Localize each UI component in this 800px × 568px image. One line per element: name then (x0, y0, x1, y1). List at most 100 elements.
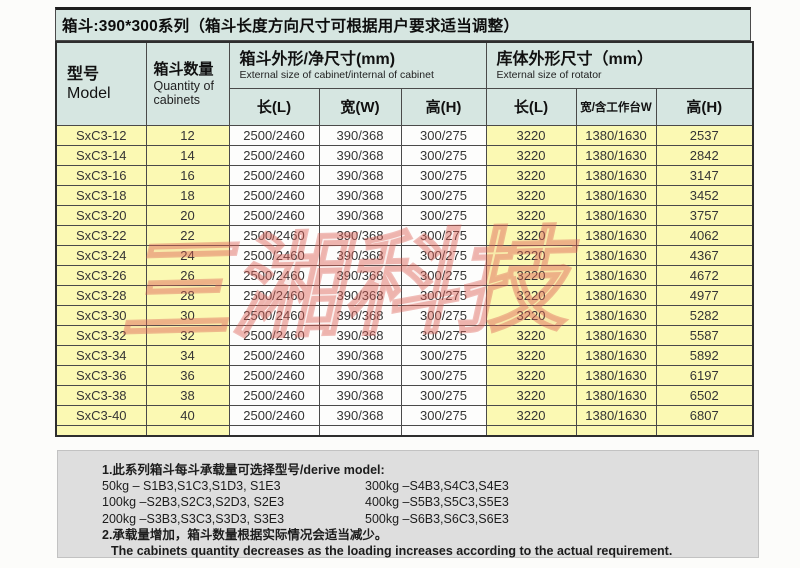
cell: 2537 (655, 124, 754, 146)
cell: 390/368 (318, 344, 402, 366)
cell: 3220 (485, 264, 577, 286)
cell: 6807 (655, 404, 754, 426)
cell: SxC3-28 (55, 284, 147, 306)
table-row: SxC3-20 20 2500/2460 390/368 300/275 3220 1380… (55, 204, 754, 226)
cell: 390/368 (318, 204, 402, 226)
cell: 300/275 (400, 224, 487, 246)
cell: 3220 (485, 304, 577, 326)
load-model-list-left: 50kg – S1B3,S1C3,S1D3, S1E3 100kg –S2B3,… (102, 478, 365, 527)
header-model: 型号 Model (55, 41, 147, 126)
filler-cell (318, 424, 402, 437)
cell: SxC3-32 (55, 324, 147, 346)
cell: 12 (145, 124, 230, 146)
cell: 2500/2460 (228, 184, 320, 206)
cell: 390/368 (318, 184, 402, 206)
cell: 1380/1630 (575, 184, 657, 206)
header-cabinet-width: 宽(W) (318, 87, 402, 126)
cell: SxC3-38 (55, 384, 147, 406)
header-quantity: 箱斗数量 Quantity of cabinets (145, 41, 230, 126)
cell: 300/275 (400, 164, 487, 186)
cell: 2500/2460 (228, 124, 320, 146)
cell: 18 (145, 184, 230, 206)
header-rotator-width: 宽/含工作台W (575, 87, 657, 126)
cell: 4367 (655, 244, 754, 266)
cell: SxC3-22 (55, 224, 147, 246)
header-cabinet-group: 箱斗外形/净尺寸(mm) External size of cabinet/in… (228, 41, 487, 89)
cell: 2500/2460 (228, 204, 320, 226)
cell: 3147 (655, 164, 754, 186)
cell: 1380/1630 (575, 124, 657, 146)
load-model-line: 50kg – S1B3,S1C3,S1D3, S1E3 (102, 479, 281, 494)
header-cabinet-zh: 箱斗外形/净尺寸(mm) (239, 50, 396, 68)
cell: 300/275 (400, 364, 487, 386)
header-rotator-zh: 库体外形尺寸（mm） (496, 50, 653, 68)
cell: 390/368 (318, 224, 402, 246)
cell: 300/275 (400, 404, 487, 426)
table-row: SxC3-34 34 2500/2460 390/368 300/275 3220 1380… (55, 344, 754, 366)
cell: SxC3-40 (55, 404, 147, 426)
filler-cell (145, 424, 230, 437)
cell: 390/368 (318, 364, 402, 386)
cell: 3220 (485, 144, 577, 166)
header-cabinet-height: 高(H) (400, 87, 487, 126)
cell: SxC3-12 (55, 124, 147, 146)
cell: 3220 (485, 324, 577, 346)
table-row: SxC3-16 16 2500/2460 390/368 300/275 3220 1380… (55, 164, 754, 186)
cell: 2500/2460 (228, 244, 320, 266)
cell: SxC3-26 (55, 264, 147, 286)
cell: 1380/1630 (575, 404, 657, 426)
cell: 4672 (655, 264, 754, 286)
cell: SxC3-24 (55, 244, 147, 266)
cell: SxC3-14 (55, 144, 147, 166)
cell: 300/275 (400, 344, 487, 366)
table-row: SxC3-14 14 2500/2460 390/368 300/275 3220 1380… (55, 144, 754, 166)
cell: 4062 (655, 224, 754, 246)
table-row: SxC3-32 32 2500/2460 390/368 300/275 3220 1380… (55, 324, 754, 346)
cell: 3220 (485, 184, 577, 206)
cell: 3220 (485, 164, 577, 186)
load-model-line: 400kg –S5B3,S5C3,S5E3 (365, 495, 509, 510)
cell: 1380/1630 (575, 284, 657, 306)
cell: 390/368 (318, 124, 402, 146)
cell: 2500/2460 (228, 224, 320, 246)
cell: 300/275 (400, 284, 487, 306)
table-row: SxC3-40 40 2500/2460 390/368 300/275 3220 1380… (55, 404, 754, 426)
header-model-zh: 型号 (67, 65, 100, 83)
cell: 1380/1630 (575, 364, 657, 386)
page-title: 箱斗:390*300系列（箱斗长度方向尺寸可根据用户要求适当调整） (55, 7, 751, 41)
cell: 30 (145, 304, 230, 326)
filler-cell (400, 424, 487, 437)
table-row: SxC3-26 26 2500/2460 390/368 300/275 3220 1380… (55, 264, 754, 286)
cell: 390/368 (318, 284, 402, 306)
table-row: SxC3-30 30 2500/2460 390/368 300/275 3220 1380… (55, 304, 754, 326)
cell: 390/368 (318, 304, 402, 326)
header-cabinet-en: External size of cabinet/internal of cab… (239, 68, 434, 81)
notes-panel: 1.此系列箱斗每斗承载量可选择型号/derive model: 50kg – S… (57, 450, 759, 558)
cell: 300/275 (400, 384, 487, 406)
cell: SxC3-18 (55, 184, 147, 206)
cell: 3757 (655, 204, 754, 226)
filler-cell (485, 424, 577, 437)
cell: 300/275 (400, 124, 487, 146)
cell: 390/368 (318, 264, 402, 286)
cell: 390/368 (318, 244, 402, 266)
cell: 14 (145, 144, 230, 166)
cell: 2500/2460 (228, 304, 320, 326)
note-derive-models: 1.此系列箱斗每斗承载量可选择型号/derive model: (102, 463, 385, 477)
cell: 2500/2460 (228, 324, 320, 346)
cell: SxC3-30 (55, 304, 147, 326)
cell: SxC3-34 (55, 344, 147, 366)
cell: 1380/1630 (575, 344, 657, 366)
cell: 34 (145, 344, 230, 366)
cell: 1380/1630 (575, 144, 657, 166)
note-quantity-en: The cabinets quantity decreases as the l… (111, 544, 673, 559)
cell: 390/368 (318, 384, 402, 406)
cell: 1380/1630 (575, 164, 657, 186)
cell: 3452 (655, 184, 754, 206)
cell: 6502 (655, 384, 754, 406)
cell: 2500/2460 (228, 384, 320, 406)
cell: 2500/2460 (228, 164, 320, 186)
cell: 3220 (485, 224, 577, 246)
spec-table: 型号 Model 箱斗数量 Quantity of cabinets 箱斗外形/… (55, 41, 754, 437)
